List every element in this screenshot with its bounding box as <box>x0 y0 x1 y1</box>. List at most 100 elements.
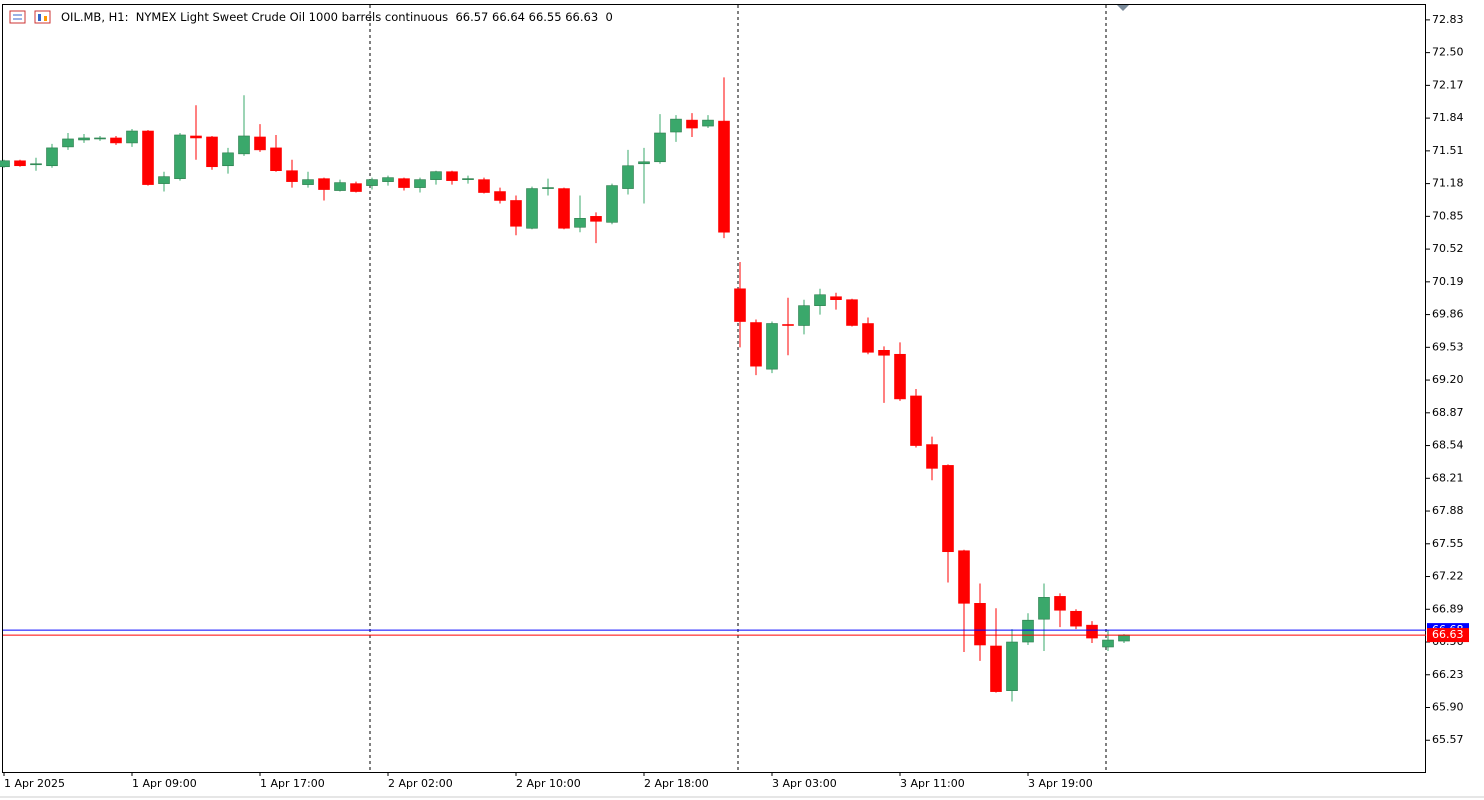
candle-body <box>1070 610 1082 627</box>
candle-body <box>1054 596 1066 611</box>
candle-body <box>542 187 554 189</box>
candle-body <box>622 165 634 189</box>
icon[interactable] <box>34 10 51 24</box>
ohlc-high: 66.64 <box>492 10 525 24</box>
candle-body <box>510 200 522 227</box>
description: NYMEX Light Sweet Crude Oil 1000 barrels… <box>135 10 449 24</box>
icon-bar <box>44 16 47 21</box>
y-tick-label: 66.23 <box>1432 668 1464 681</box>
candle-body <box>1022 619 1034 643</box>
y-tick-label: 66.89 <box>1432 602 1464 615</box>
candle-body <box>446 171 458 181</box>
candle-body <box>830 296 842 300</box>
candle-body <box>190 135 202 139</box>
candle-body <box>526 188 538 229</box>
chart-header: OIL.MB, H1: NYMEX Light Sweet Crude Oil … <box>61 10 613 24</box>
ohlc-open: 66.57 <box>455 10 489 24</box>
candle-body <box>270 147 282 172</box>
bid-line-label-bg <box>1427 628 1469 643</box>
candle-body <box>702 119 714 127</box>
candle-body <box>958 550 970 604</box>
candle-body <box>942 465 954 553</box>
candle-body <box>494 191 506 201</box>
candle-body <box>94 137 106 140</box>
candle-body <box>414 179 426 188</box>
candle-body <box>686 119 698 129</box>
candle-body <box>1102 639 1114 648</box>
y-tick-label: 70.19 <box>1432 275 1464 288</box>
candle-body <box>766 323 778 370</box>
candle-body <box>734 288 746 322</box>
candle-body <box>1086 624 1098 639</box>
candle-body <box>798 305 810 326</box>
y-tick-label: 69.86 <box>1432 308 1464 321</box>
ohlc-low: 66.55 <box>528 10 562 24</box>
y-tick-label: 67.88 <box>1432 504 1464 517</box>
candle-body <box>654 132 666 163</box>
x-tick-label: 1 Apr 17:00 <box>260 777 325 790</box>
icon[interactable] <box>9 10 26 24</box>
y-tick-label: 65.57 <box>1432 733 1464 746</box>
bid-line-label: 66.63 <box>1432 628 1464 641</box>
candle-body <box>590 216 602 222</box>
x-tick-label: 3 Apr 19:00 <box>1028 777 1093 790</box>
y-tick-label: 72.50 <box>1432 46 1464 59</box>
candle-body <box>46 147 58 167</box>
candle-body <box>398 178 410 188</box>
x-tick-label: 3 Apr 11:00 <box>900 777 965 790</box>
candle-body <box>158 176 170 184</box>
candle-body <box>318 178 330 190</box>
candle-body <box>0 160 10 168</box>
candle-body <box>782 324 794 326</box>
plot-frame <box>2 4 1426 773</box>
y-tick-label: 72.83 <box>1432 13 1464 26</box>
y-tick-label: 68.54 <box>1432 439 1464 452</box>
candle-body <box>142 130 154 185</box>
candle-body <box>1118 634 1130 642</box>
x-tick-label: 3 Apr 03:00 <box>772 777 837 790</box>
candle-body <box>174 134 186 179</box>
candle-body <box>862 323 874 353</box>
candle-body <box>990 645 1002 692</box>
candle-body <box>878 349 890 356</box>
candle-body <box>238 135 250 155</box>
y-tick-label: 71.18 <box>1432 177 1464 190</box>
candle-body <box>846 299 858 326</box>
candle-body <box>558 188 570 229</box>
y-tick-label: 70.52 <box>1432 242 1464 255</box>
candle-body <box>1038 597 1050 620</box>
candle-body <box>222 152 234 167</box>
y-tick-label: 69.20 <box>1432 373 1464 386</box>
candle-body <box>382 177 394 182</box>
y-tick-label: 67.55 <box>1432 537 1464 550</box>
y-tick-label: 67.22 <box>1432 570 1464 583</box>
candle-body <box>894 353 906 400</box>
ohlc-close: 66.63 <box>565 10 599 24</box>
x-tick-label: 1 Apr 2025 <box>4 777 65 790</box>
x-tick-label: 2 Apr 02:00 <box>388 777 453 790</box>
y-tick-label: 72.17 <box>1432 78 1464 91</box>
candle-body <box>718 120 730 233</box>
candle-body <box>206 136 218 168</box>
candle-body <box>638 161 650 165</box>
candle-body <box>478 179 490 193</box>
candle-body <box>606 185 618 223</box>
candle-body <box>14 160 26 167</box>
shift-marker[interactable] <box>1117 5 1129 11</box>
candle-body <box>974 603 986 646</box>
y-tick-label: 65.90 <box>1432 701 1464 714</box>
y-tick-label: 68.21 <box>1432 471 1464 484</box>
icon-bar <box>38 14 41 21</box>
candle-body <box>462 178 474 180</box>
candle-body <box>574 218 586 228</box>
candle-body <box>750 322 762 367</box>
candle-body <box>302 179 314 185</box>
candle-body <box>366 179 378 186</box>
candle-body <box>670 118 682 133</box>
candle-body <box>350 183 362 192</box>
candle-body <box>1006 641 1018 691</box>
candle-body <box>126 130 138 144</box>
candle-body <box>62 138 74 148</box>
y-tick-label: 70.85 <box>1432 209 1464 222</box>
